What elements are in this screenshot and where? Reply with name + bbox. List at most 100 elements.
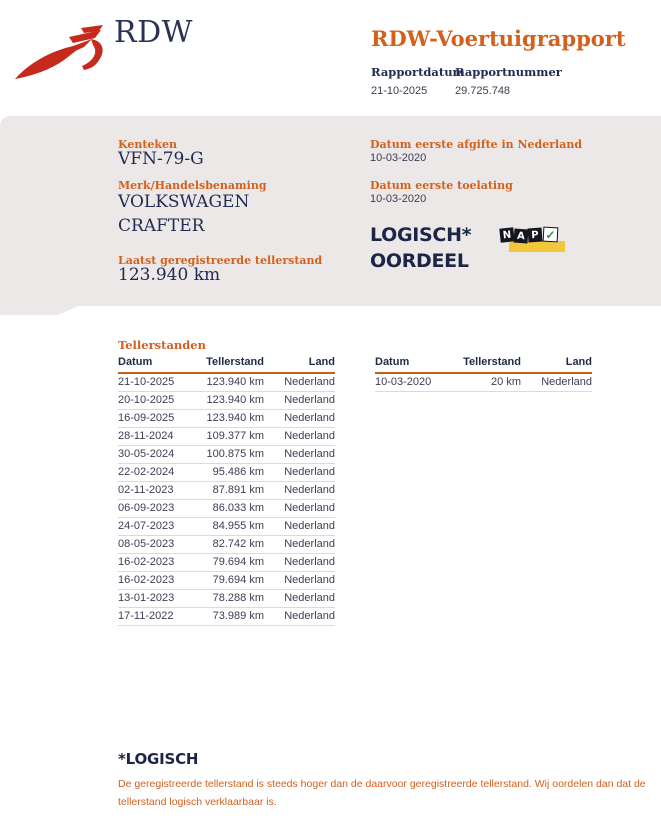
first-issue-label: Datum eerste afgifte in Nederland: [370, 138, 583, 151]
table-cell: 20-10-2025: [118, 391, 206, 410]
table-cell: 24-07-2023: [118, 517, 206, 536]
report-title: RDW-Voertuigrapport: [371, 26, 626, 51]
table-cell: 08-05-2023: [118, 535, 206, 554]
table-cell: Nederland: [264, 535, 335, 554]
nap-logo-background: [509, 241, 565, 252]
first-issue-value: 10-03-2020: [370, 152, 427, 164]
verdict-text: LOGISCH* OORDEEL: [370, 222, 472, 274]
table-cell: 10-03-2020: [375, 373, 463, 392]
first-admission-value: 10-03-2020: [370, 193, 427, 205]
table-cell: 20 km: [463, 373, 521, 392]
table-cell: Nederland: [264, 553, 335, 572]
table-row: 08-05-2023 82.742 km Nederland: [118, 535, 335, 554]
table-header-row: Datum Tellerstand Land: [118, 356, 335, 374]
table-cell: Nederland: [264, 589, 335, 608]
table-row: 24-07-2023 84.955 km Nederland: [118, 517, 335, 536]
table-cell: Nederland: [264, 391, 335, 410]
table-cell: Nederland: [521, 373, 592, 392]
table-cell: 79.694 km: [206, 571, 264, 590]
table-cell: 17-11-2022: [118, 607, 206, 626]
table-row: 16-02-2023 79.694 km Nederland: [118, 553, 335, 572]
table-row: 30-05-2024 100.875 km Nederland: [118, 445, 335, 464]
table-cell: 28-11-2024: [118, 427, 206, 446]
table-row: 02-11-2023 87.891 km Nederland: [118, 481, 335, 500]
nap-check-icon: ✓: [542, 226, 559, 243]
table-cell: 06-09-2023: [118, 499, 206, 518]
report-date-label: Rapportdatum: [371, 65, 465, 79]
table-cell: Nederland: [264, 517, 335, 536]
table-row: 10-03-2020 20 km Nederland: [375, 373, 592, 392]
table-cell: 16-02-2023: [118, 553, 206, 572]
rdw-wordmark: RDW: [114, 15, 193, 50]
table-cell: 02-11-2023: [118, 481, 206, 500]
table-row: 22-02-2024 95.486 km Nederland: [118, 463, 335, 482]
footnote-title: *LOGISCH: [118, 750, 199, 768]
license-plate-value: VFN-79-G: [118, 149, 204, 169]
report-number-block: Rapportnummer 29.725.748: [455, 65, 562, 97]
table-cell: 16-02-2023: [118, 571, 206, 590]
brand-model-line2: CRAFTER: [118, 216, 205, 236]
table-cell: 109.377 km: [206, 427, 264, 446]
table-cell: Nederland: [264, 571, 335, 590]
column-header: Tellerstand: [463, 356, 521, 374]
table-cell: Nederland: [264, 445, 335, 464]
report-number-value: 29.725.748: [455, 85, 511, 97]
report-date-block: Rapportdatum 21-10-2025: [371, 65, 465, 97]
brand-model-line1: VOLKSWAGEN: [118, 192, 250, 212]
table-cell: 100.875 km: [206, 445, 264, 464]
nap-letter-tile: N: [499, 227, 515, 243]
column-header: Datum: [375, 356, 463, 374]
nap-letter-tile: P: [527, 227, 543, 243]
column-header: Tellerstand: [206, 356, 264, 374]
table-cell: 123.940 km: [206, 409, 264, 428]
table-cell: 21-10-2025: [118, 373, 206, 392]
license-plate-label: Kenteken: [118, 138, 178, 151]
table-cell: Nederland: [264, 481, 335, 500]
table-cell: 123.940 km: [206, 391, 264, 410]
table-cell: 73.989 km: [206, 607, 264, 626]
column-header: Land: [521, 356, 592, 374]
table-cell: 86.033 km: [206, 499, 264, 518]
report-number-label: Rapportnummer: [455, 65, 562, 79]
table-row: 06-09-2023 86.033 km Nederland: [118, 499, 335, 518]
table-cell: 123.940 km: [206, 373, 264, 392]
table-cell: 22-02-2024: [118, 463, 206, 482]
table-cell: 84.955 km: [206, 517, 264, 536]
section-title-tellerstanden: Tellerstanden: [118, 338, 206, 352]
odometer-label: Laatst geregistreerde tellerstand: [118, 254, 323, 267]
odometer-history-table: Datum Tellerstand Land 21-10-2025 123.940 k…: [118, 356, 335, 626]
table-cell: Nederland: [264, 373, 335, 392]
first-registration-table: Datum Tellerstand Land 10-03-2020 20 km Nede…: [375, 356, 592, 392]
report-date-value: 21-10-2025: [371, 85, 428, 97]
table-cell: Nederland: [264, 463, 335, 482]
table-row: 20-10-2025 123.940 km Nederland: [118, 391, 335, 410]
table-cell: 13-01-2023: [118, 589, 206, 608]
table-cell: Nederland: [264, 427, 335, 446]
first-admission-label: Datum eerste toelating: [370, 179, 513, 192]
column-header: Datum: [118, 356, 206, 374]
rdw-logo-icon: [15, 25, 103, 79]
footnote-text: De geregistreerde tellerstand is steeds …: [118, 778, 646, 808]
table-row: 16-02-2023 79.694 km Nederland: [118, 571, 335, 590]
column-header: Land: [264, 356, 335, 374]
brand-model-label: Merk/Handelsbenaming: [118, 179, 267, 192]
table-cell: Nederland: [264, 499, 335, 518]
table-row: 16-09-2025 123.940 km Nederland: [118, 409, 335, 428]
verdict-line1: LOGISCH*: [370, 224, 472, 246]
table-row: 17-11-2022 73.989 km Nederland: [118, 607, 335, 626]
table-header-row: Datum Tellerstand Land: [375, 356, 592, 374]
table-cell: Nederland: [264, 409, 335, 428]
table-cell: Nederland: [264, 607, 335, 626]
table-row: 21-10-2025 123.940 km Nederland: [118, 373, 335, 392]
table-row: 13-01-2023 78.288 km Nederland: [118, 589, 335, 608]
brand-model-value: VOLKSWAGEN CRAFTER: [118, 190, 249, 238]
summary-panel: [0, 116, 661, 306]
table-row: 28-11-2024 109.377 km Nederland: [118, 427, 335, 446]
table-cell: 16-09-2025: [118, 409, 206, 428]
odometer-value: 123.940 km: [118, 265, 221, 285]
summary-panel-tab: [0, 306, 78, 315]
table-cell: 87.891 km: [206, 481, 264, 500]
table-cell: 95.486 km: [206, 463, 264, 482]
nap-letter-tile: A: [513, 228, 529, 244]
nap-logo: N A P ✓: [499, 226, 570, 258]
